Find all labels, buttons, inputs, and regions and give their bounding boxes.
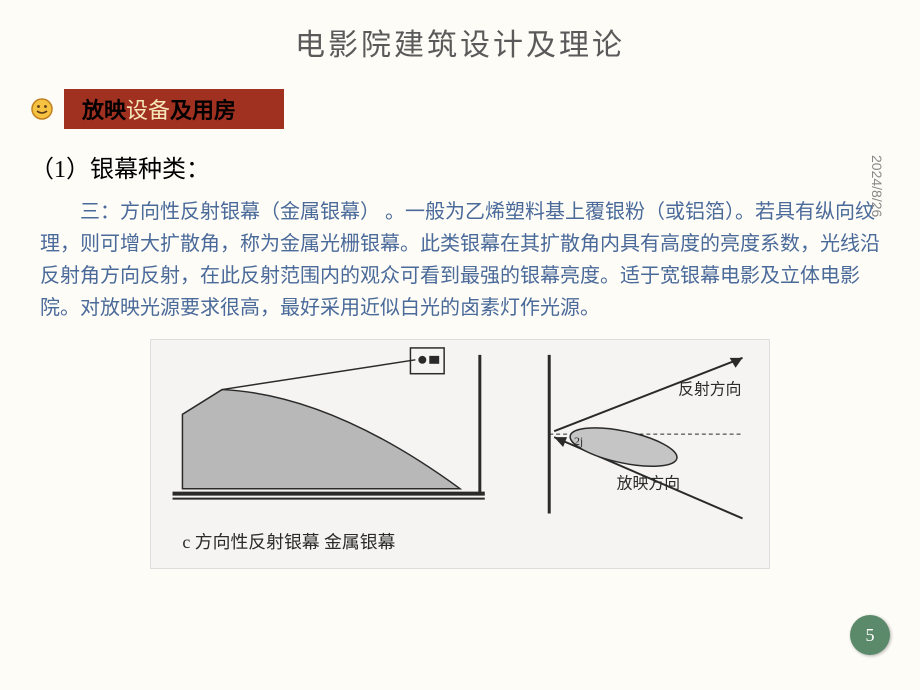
badge-bold1: 放映 [82,98,126,123]
diagram-right: 2j 反射方向 放映方向 [549,355,742,519]
section-badge: 放映设备及用房 [64,89,284,129]
page-number: 5 [866,625,875,646]
body-text: 三：方向性反射银幕（金属银幕） 。一般为乙烯塑料基上覆银粉（或铝箔）。若具有纵向… [30,196,890,324]
label-project: 放映方向 [617,475,680,493]
smiley-icon [30,97,54,121]
subheading: （1）银幕种类： [30,149,890,184]
diagram: c 方向性反射银幕 金属银幕 2j 反射方向 放映方 [150,339,770,569]
badge-normal: 设备 [126,98,170,123]
diagram-left: c 方向性反射银幕 金属银幕 [173,348,485,552]
page-number-badge: 5 [850,615,890,655]
diagram-caption: c 方向性反射银幕 金属银幕 [182,532,395,552]
diagram-svg: c 方向性反射银幕 金属银幕 2j 反射方向 放映方 [151,340,769,568]
page-title: 电影院建筑设计及理论 [30,20,890,64]
label-reflect: 反射方向 [678,381,741,399]
slide-container: 电影院建筑设计及理论 放映设备及用房 （1）银幕种类： 三：方向性反射银幕（金属… [0,0,920,690]
angle-label: 2j [574,434,583,448]
section-row: 放映设备及用房 [30,89,890,129]
badge-bold2: 及用房 [170,98,236,123]
date-stamp: 2024/8/26 [869,155,885,217]
